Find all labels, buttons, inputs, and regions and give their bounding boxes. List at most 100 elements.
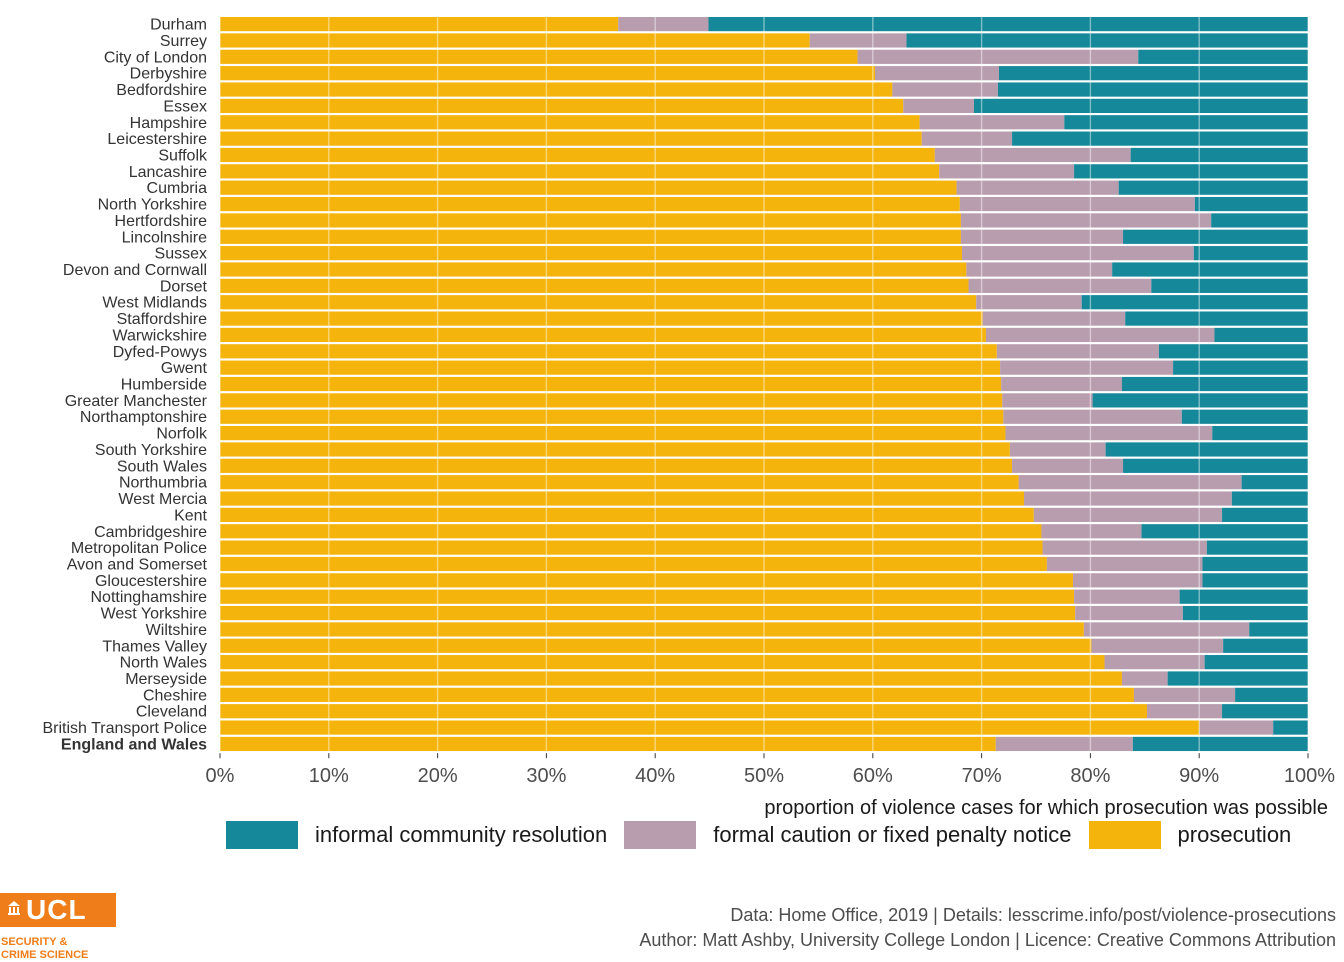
bar-segment-prosecution (220, 475, 1019, 490)
bar-segment-informal (1151, 278, 1308, 293)
category-label: Hampshire (130, 115, 207, 132)
category-label: Devon and Cornwall (63, 262, 207, 279)
bar-segment-prosecution (220, 589, 1075, 604)
bar-segment-informal (1212, 426, 1308, 441)
bar-segment-informal (1125, 311, 1308, 326)
bar-segment-formal (857, 49, 1139, 64)
bar-segment-prosecution (220, 426, 1006, 441)
x-tick-label: 0% (206, 765, 235, 787)
ucl-logo-subtitle-line2: CRIME SCIENCE (1, 949, 89, 961)
bar-segment-formal (1024, 491, 1232, 506)
bar-segment-informal (1158, 344, 1308, 359)
ucl-logo-box: UCL (0, 893, 116, 927)
bar-segment-formal (1000, 360, 1174, 375)
category-label: England and Wales (61, 736, 207, 753)
bar-segment-prosecution (220, 655, 1105, 670)
bar-segment-prosecution (220, 82, 893, 97)
category-label: South Yorkshire (95, 442, 207, 459)
bar-segment-formal (939, 164, 1075, 179)
bar-segment-informal (1121, 376, 1308, 392)
bar-segment-informal (1130, 147, 1308, 163)
bar-segment-formal (960, 213, 1212, 228)
category-label: Bedfordshire (116, 82, 207, 99)
category-label: South Wales (117, 458, 207, 475)
bar-segment-formal (960, 229, 1124, 244)
bar-segment-prosecution (220, 164, 940, 179)
legend-swatch-informal (226, 821, 298, 849)
bar-segment-prosecution (220, 262, 967, 277)
category-label: Lancashire (129, 164, 207, 181)
bar-segment-informal (1249, 622, 1308, 637)
bar-segment-prosecution (220, 115, 920, 130)
bar-segment-informal (1123, 458, 1308, 473)
bar-segment-prosecution (220, 524, 1042, 539)
bar-segment-informal (1202, 573, 1308, 588)
bar-segment-prosecution (220, 442, 1010, 457)
bar-segment-prosecution (220, 409, 1004, 424)
caption-line-data: Data: Home Office, 2019 | Details: lessc… (730, 905, 1336, 925)
x-tick-label: 30% (526, 765, 566, 787)
bar-segment-informal (1173, 360, 1308, 375)
category-label: Norfolk (156, 426, 208, 443)
bars-group (220, 17, 1308, 752)
bar-segment-prosecution (220, 687, 1134, 702)
legend: informal community resolution formal cau… (226, 820, 1308, 850)
bar-segment-informal (997, 82, 1308, 97)
bar-segment-informal (1231, 491, 1308, 506)
x-tick-label: 100% (1284, 765, 1335, 787)
bar-segment-informal (1202, 556, 1308, 572)
bar-segment-formal (976, 295, 1082, 310)
bar-segment-formal (1041, 524, 1142, 539)
bar-segment-informal (1112, 262, 1308, 277)
bar-segment-informal (906, 33, 1308, 48)
bar-segment-informal (1222, 507, 1308, 522)
category-label: Dyfed-Powys (113, 344, 207, 361)
bar-segment-formal (1018, 475, 1242, 490)
bar-segment-prosecution (220, 147, 935, 163)
bar-segment-prosecution (220, 17, 619, 32)
bar-segment-formal (1042, 540, 1207, 555)
bar-segment-formal (919, 115, 1065, 130)
bar-segment-prosecution (220, 246, 963, 261)
bar-segment-prosecution (220, 33, 810, 48)
bar-segment-prosecution (220, 704, 1147, 719)
bar-segment-formal (1133, 687, 1236, 702)
bar-segment-prosecution (220, 720, 1200, 735)
legend-swatch-formal (624, 821, 697, 849)
bar-segment-formal (618, 17, 709, 32)
bar-segment-informal (1179, 589, 1308, 604)
bar-segment-informal (708, 17, 1308, 32)
bar-segment-informal (1214, 327, 1308, 343)
bar-segment-formal (921, 131, 1013, 146)
bar-segment-informal (1123, 229, 1308, 244)
category-label: North Yorkshire (98, 197, 207, 214)
category-label: Cheshire (143, 687, 207, 704)
ucl-logo-subtitle-line1: SECURITY & (1, 936, 68, 948)
bar-segment-prosecution (220, 458, 1013, 473)
bar-segment-formal (903, 98, 974, 113)
bar-segment-prosecution (220, 507, 1034, 522)
bar-segment-informal (1074, 164, 1308, 179)
caption-line-author: Author: Matt Ashby, University College L… (639, 930, 1336, 950)
x-tick-label: 80% (1070, 765, 1110, 787)
ucl-portico-icon (8, 901, 20, 915)
category-label: Staffordshire (117, 311, 208, 328)
bar-segment-informal (1182, 605, 1308, 621)
bar-segment-prosecution (220, 540, 1043, 555)
bar-segment-informal (1193, 246, 1308, 261)
x-axis-ticks: 0% 10% 20% 30% 40% 50% 60% 70% 80% 90% 100% (206, 753, 1335, 787)
bar-segment-informal (1138, 49, 1308, 64)
bar-segment-prosecution (220, 671, 1122, 686)
bar-segment-informal (1132, 736, 1308, 752)
bar-segment-formal (1012, 458, 1124, 473)
bar-segment-prosecution (220, 131, 922, 146)
bar-segment-prosecution (220, 360, 1001, 375)
bar-segment-informal (973, 98, 1308, 113)
bar-segment-informal (1241, 475, 1308, 490)
category-label: Cleveland (136, 704, 207, 721)
legend-label-informal: informal community resolution (315, 822, 608, 847)
bar-segment-prosecution (220, 49, 858, 64)
bar-segment-formal (892, 82, 998, 97)
category-label: Warwickshire (112, 327, 207, 344)
